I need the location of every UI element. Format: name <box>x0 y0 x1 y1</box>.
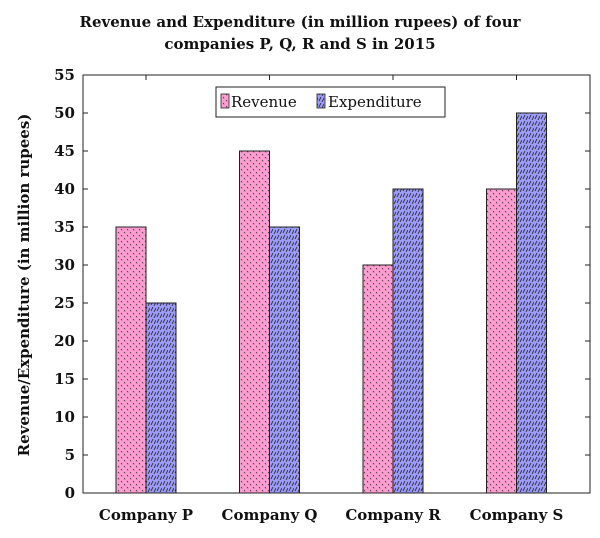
plot-area <box>82 74 591 494</box>
y-tick-label: 5 <box>65 446 75 464</box>
y-tick-label: 50 <box>54 104 75 122</box>
x-tick-label: Company P <box>99 506 193 524</box>
y-tick-label: 55 <box>54 66 75 84</box>
y-tick-label: 25 <box>54 294 75 312</box>
y-tick-label: 0 <box>65 484 75 502</box>
x-tick-label: Company S <box>470 506 564 524</box>
y-tick-label: 30 <box>54 256 75 274</box>
legend: Revenue Expenditure <box>215 86 446 118</box>
y-tick-label: 35 <box>54 218 75 236</box>
y-tick-label: 10 <box>54 408 75 426</box>
y-tick-label: 40 <box>54 180 75 198</box>
bar-revenue-company-p <box>115 226 147 494</box>
bar-revenue-company-r <box>362 264 394 494</box>
y-tick-label: 45 <box>54 142 75 160</box>
bar-revenue-company-s <box>486 188 517 494</box>
y-axis-label: Revenue/Expenditure (in million rupees) <box>15 114 33 457</box>
x-tick-label: Company Q <box>222 506 318 524</box>
y-tick-label: 15 <box>54 370 75 388</box>
bar-expenditure-company-s <box>516 112 547 494</box>
bar-expenditure-company-r <box>392 188 424 494</box>
chart-title: Revenue and Expenditure (in million rupe… <box>80 13 522 53</box>
bar-expenditure-company-p <box>145 302 177 494</box>
bar-expenditure-company-q <box>269 226 300 494</box>
x-axis: Company P Company Q Company R Company S <box>99 75 563 524</box>
y-tick-label: 20 <box>54 332 75 350</box>
bars <box>115 112 547 494</box>
legend-label-revenue: Revenue <box>231 93 297 111</box>
legend-swatch-revenue <box>220 93 230 109</box>
legend-swatch-expenditure <box>316 93 326 109</box>
bar-revenue-company-q <box>239 150 270 494</box>
chart-title-line-2: companies P, Q, R and S in 2015 <box>164 35 435 53</box>
chart-title-line-1: Revenue and Expenditure (in million rupe… <box>80 13 522 31</box>
legend-box <box>215 86 446 118</box>
y-axis: 0 5 10 15 20 25 30 35 40 45 50 55 <box>54 66 590 502</box>
legend-label-expenditure: Expenditure <box>328 93 422 111</box>
x-tick-label: Company R <box>345 506 441 524</box>
